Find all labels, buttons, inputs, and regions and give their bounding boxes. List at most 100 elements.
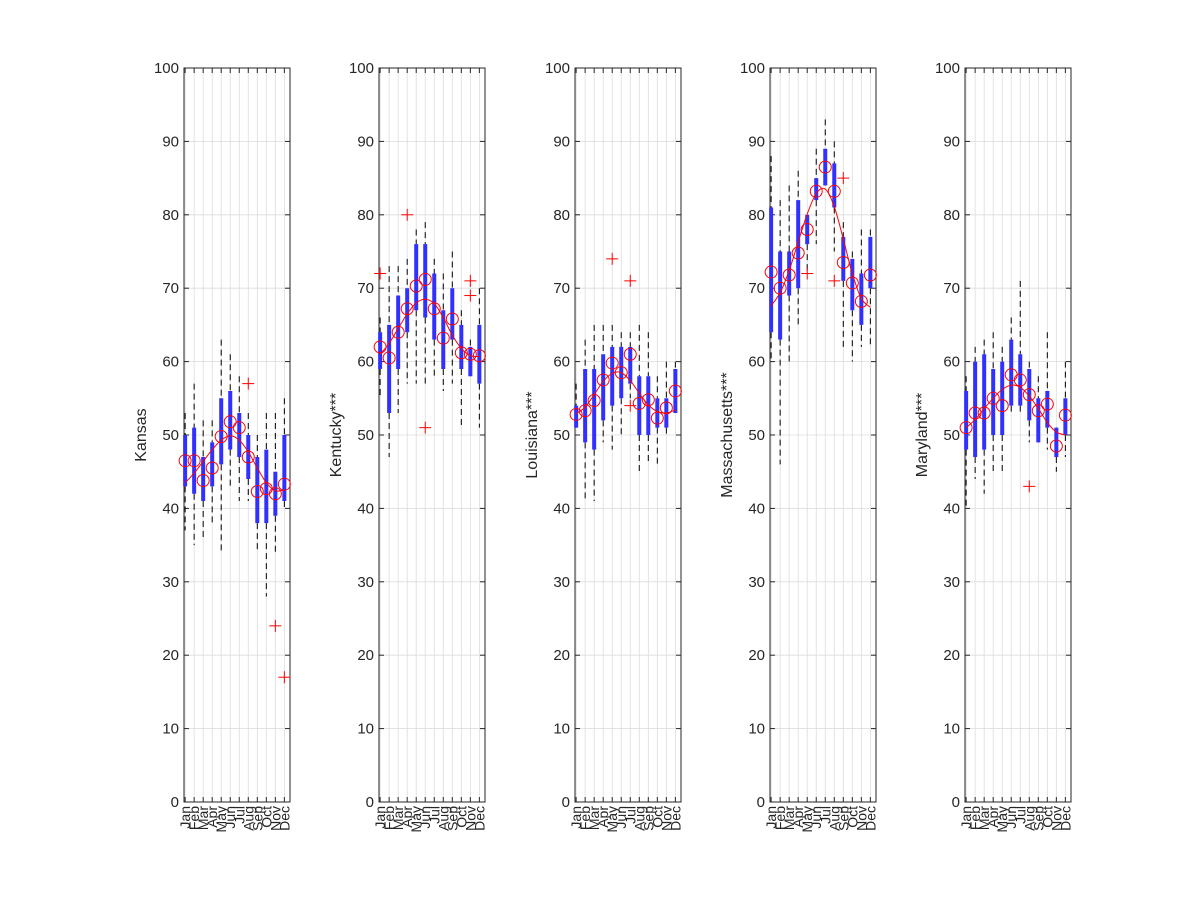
x-tick-label-oct: Oct	[1039, 806, 1055, 828]
x-tick-label-nov: Nov	[853, 806, 869, 831]
median-marker	[196, 474, 210, 488]
median-marker	[427, 302, 441, 316]
x-tick-label-aug: Aug	[631, 806, 647, 831]
y-tick-label: 0	[562, 794, 570, 811]
median-marker	[1049, 439, 1063, 453]
x-tick-label-may: May	[799, 806, 815, 832]
y-tick-label: 60	[162, 354, 179, 371]
outlier-marker	[828, 274, 841, 287]
y-tick-label: 20	[357, 647, 374, 664]
y-tick-label: 40	[553, 500, 570, 517]
y-tick-label: 40	[943, 500, 960, 517]
x-tick-label-mar: Mar	[976, 806, 992, 830]
outlier-marker	[242, 377, 255, 390]
x-tick-label-sep: Sep	[249, 806, 265, 831]
x-tick-label-oct: Oct	[844, 806, 860, 828]
y-tick-label: 70	[748, 280, 765, 297]
outlier-marker	[837, 172, 850, 185]
y-axis-label: Kentucky***	[328, 393, 345, 478]
x-tick-label-jul: Jul	[622, 806, 638, 824]
median-marker	[959, 421, 973, 435]
outlier-marker	[624, 274, 637, 287]
median-marker	[187, 454, 201, 468]
median-marker	[800, 222, 814, 236]
y-tick-label: 100	[349, 60, 374, 77]
y-tick-label: 100	[935, 60, 960, 77]
seasonal-fit-line	[770, 187, 871, 308]
x-tick-label-jun: Jun	[417, 806, 433, 829]
y-tick-label: 10	[357, 721, 374, 738]
median-marker	[223, 415, 237, 429]
panel-kansas: 0 10 20 30 40 50 60 70 80 90 100 JanFebMarAprMayJun…	[133, 60, 292, 832]
median-marker	[277, 477, 291, 491]
x-tick-label-oct: Oct	[649, 806, 665, 828]
y-tick-label: 80	[943, 207, 960, 224]
median-marker	[668, 384, 682, 398]
median-marker	[214, 429, 228, 443]
median-marker	[409, 279, 423, 293]
y-tick-label: 50	[553, 427, 570, 444]
median-marker	[764, 265, 778, 279]
x-tick-label-oct: Oct	[258, 806, 274, 828]
x-tick-label-jul: Jul	[426, 806, 442, 824]
outlier-marker	[1023, 480, 1036, 493]
y-axis-label: Maryland***	[914, 393, 931, 477]
median-marker	[1022, 388, 1036, 402]
median-marker	[391, 325, 405, 339]
y-tick-label: 30	[748, 574, 765, 591]
median-marker	[463, 347, 477, 361]
y-tick-label: 90	[357, 133, 374, 150]
y-tick-label: 10	[553, 721, 570, 738]
y-tick-label: 90	[943, 133, 960, 150]
y-tick-label: 50	[357, 427, 374, 444]
median-marker	[1058, 408, 1072, 422]
x-tick-label-feb: Feb	[186, 806, 202, 830]
x-tick-label-feb: Feb	[381, 806, 397, 830]
y-axis-label: Louisiana***	[524, 391, 541, 478]
y-tick-label: 20	[553, 647, 570, 664]
outlier-marker	[624, 399, 637, 412]
seasonal-fit-line	[965, 384, 1066, 436]
x-tick-label-apr: Apr	[595, 806, 611, 828]
median-marker	[977, 406, 991, 420]
y-tick-label: 100	[740, 60, 765, 77]
y-axis-label: Massachusetts***	[719, 372, 736, 497]
x-tick-label-jan: Jan	[958, 806, 974, 829]
median-marker	[854, 294, 868, 308]
median-marker	[614, 366, 628, 380]
y-tick-label: 30	[553, 574, 570, 591]
x-tick-label-mar: Mar	[781, 806, 797, 830]
median-marker	[241, 450, 255, 464]
median-marker	[205, 461, 219, 475]
x-tick-label-dec: Dec	[862, 806, 878, 831]
median-marker	[268, 487, 282, 501]
x-tick-label-jun: Jun	[222, 806, 238, 829]
y-tick-label: 60	[748, 354, 765, 371]
x-tick-label-aug: Aug	[435, 806, 451, 831]
median-marker	[472, 349, 486, 363]
y-tick-label: 40	[162, 500, 179, 517]
median-marker	[791, 246, 805, 260]
y-tick-label: 40	[357, 500, 374, 517]
y-tick-label: 30	[943, 574, 960, 591]
x-tick-label-jul: Jul	[1012, 806, 1028, 824]
x-tick-label-mar: Mar	[390, 806, 406, 830]
x-tick-label-jan: Jan	[568, 806, 584, 829]
y-tick-label: 20	[943, 647, 960, 664]
median-marker	[400, 302, 414, 316]
outlier-marker	[606, 252, 619, 265]
x-tick-label-nov: Nov	[658, 806, 674, 831]
x-tick-label-dec: Dec	[471, 806, 487, 831]
panel-massachusetts: 0 10 20 30 40 50 60 70 80 90 100 JanFebMarAprMayJun…	[719, 60, 878, 832]
median-marker	[596, 373, 610, 387]
y-tick-label: 40	[748, 500, 765, 517]
x-tick-label-jan: Jan	[372, 806, 388, 829]
y-tick-label: 0	[757, 794, 765, 811]
panel-kentucky: 0 10 20 30 40 50 60 70 80 90 100 JanFebMarAprMayJun…	[328, 60, 487, 832]
x-tick-label-may: May	[408, 806, 424, 832]
median-marker	[178, 454, 192, 468]
y-tick-label: 80	[162, 207, 179, 224]
x-tick-label-jun: Jun	[613, 806, 629, 829]
x-tick-label-apr: Apr	[790, 806, 806, 828]
